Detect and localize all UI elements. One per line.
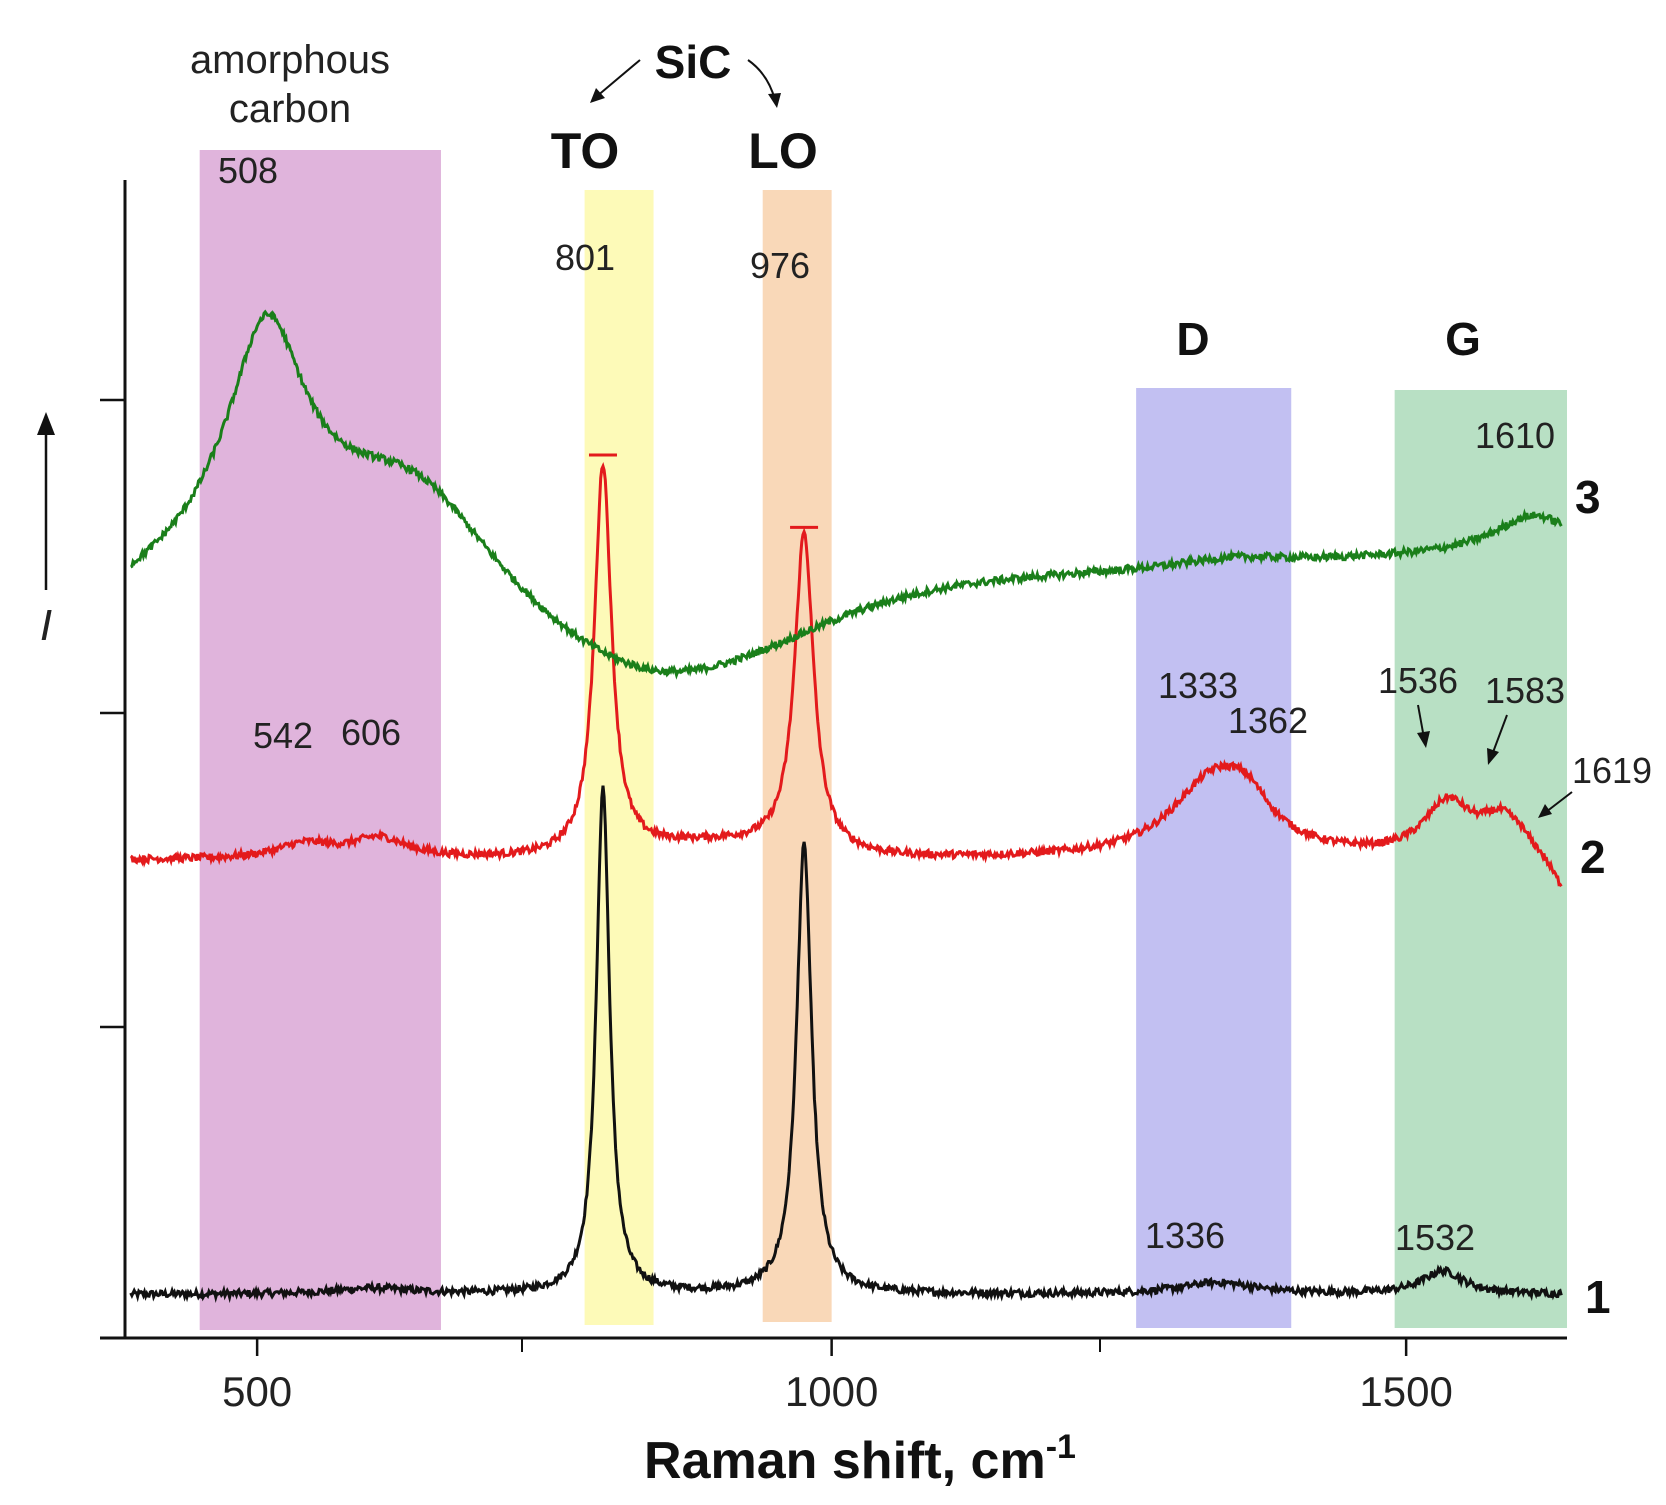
amorphous-carbon-band <box>199 150 441 1330</box>
peak-label-542: 542 <box>253 715 313 756</box>
series-3-line <box>130 309 1563 680</box>
series-1-line <box>129 785 1563 1304</box>
peak-label-1336: 1336 <box>1145 1215 1225 1256</box>
d-band <box>1136 388 1292 1328</box>
x-tick-label: 1500 <box>1359 1368 1452 1415</box>
peak-label-801: 801 <box>555 237 615 278</box>
peak-arrow-1583 <box>1491 714 1508 756</box>
y-axis-arrowhead <box>37 412 55 435</box>
peak-label-1619: 1619 <box>1572 750 1652 791</box>
y-axis-label: I <box>40 601 52 650</box>
g-band <box>1394 390 1567 1328</box>
amorphous-label-line2: carbon <box>229 87 351 131</box>
peak-arrowhead-1583 <box>1487 748 1499 765</box>
series-3-label: 3 <box>1575 471 1601 523</box>
sic-arrows <box>590 59 781 108</box>
y-axis-label-group: I <box>37 412 55 650</box>
sic-lo-arrowhead <box>768 93 781 108</box>
to-label: TO <box>551 123 620 179</box>
series-1-label: 1 <box>1585 1271 1611 1323</box>
peak-label-1532: 1532 <box>1395 1217 1475 1258</box>
peak-label-1333: 1333 <box>1158 665 1238 706</box>
axes: 500 1000 1500 <box>100 180 1567 1415</box>
x-tick-label: 1000 <box>785 1368 878 1415</box>
peak-label-606: 606 <box>341 712 401 753</box>
amorphous-label-line1: amorphous <box>190 38 390 82</box>
x-tick-label: 500 <box>222 1368 292 1415</box>
x-ticks: 500 1000 1500 <box>222 1338 1453 1415</box>
to-band <box>584 190 654 1325</box>
peak-arrowhead-1536 <box>1417 731 1430 748</box>
g-label: G <box>1445 313 1481 365</box>
peak-label-1610: 1610 <box>1475 415 1555 456</box>
x-axis-label: Raman shift, cm-1 <box>644 1428 1076 1490</box>
peak-arrow-1619 <box>1545 791 1573 813</box>
series-layer <box>129 309 1563 1304</box>
sic-label: SiC <box>655 36 732 88</box>
peak-label-1583: 1583 <box>1485 670 1565 711</box>
peak-label-1536: 1536 <box>1378 660 1458 701</box>
peak-label-508: 508 <box>218 150 278 191</box>
peak-label-1362: 1362 <box>1228 700 1308 741</box>
band-layer <box>199 150 1567 1330</box>
series-2-label: 2 <box>1580 831 1606 883</box>
series-2-line <box>129 462 1563 888</box>
peak-arrows <box>1417 704 1573 818</box>
lo-label: LO <box>748 123 817 179</box>
peak-label-976: 976 <box>750 245 810 286</box>
sic-to-arrow <box>595 59 641 98</box>
peak-arrowhead-1619 <box>1538 804 1552 818</box>
d-label: D <box>1176 313 1209 365</box>
sic-to-arrowhead <box>590 88 605 103</box>
